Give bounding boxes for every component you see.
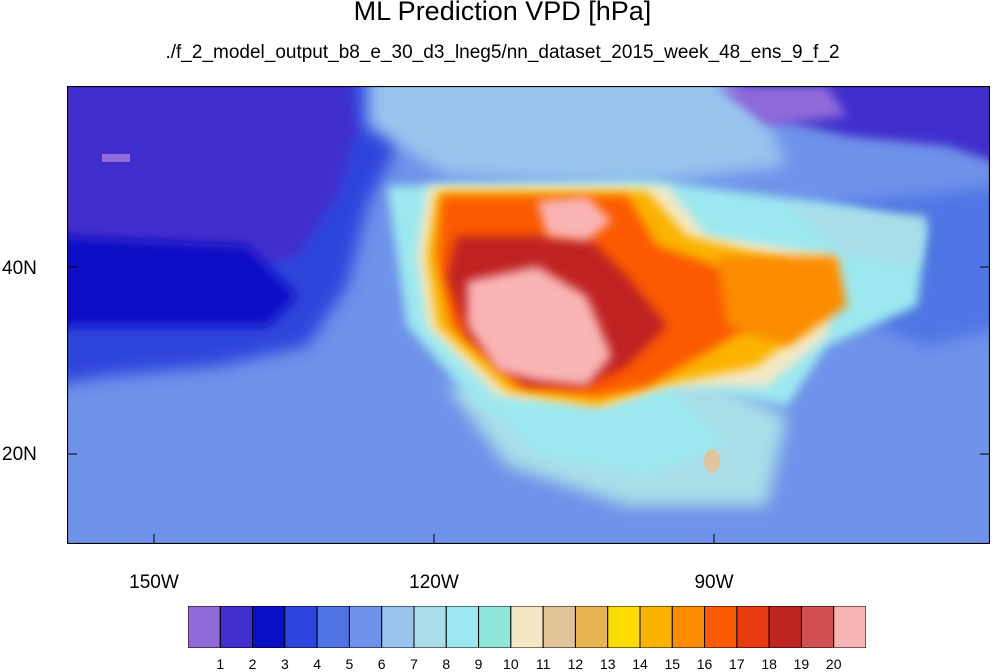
colorbar-tick-label: 2 bbox=[248, 656, 257, 672]
colorbar-swatch bbox=[574, 606, 609, 648]
map-subtitle: ./f_2_model_output_b8_e_30_d3_lneg5/nn_d… bbox=[165, 42, 840, 63]
colorbar-swatch bbox=[445, 606, 480, 648]
colorbar-tick-label: 8 bbox=[442, 656, 451, 672]
colorbar-swatch bbox=[800, 606, 835, 648]
colorbar-swatch bbox=[478, 606, 512, 648]
colorbar-tick-label: 6 bbox=[377, 656, 386, 672]
colorbar-tick-label: 13 bbox=[599, 656, 616, 672]
north-pacific-core-band bbox=[67, 86, 357, 291]
map-frame bbox=[67, 86, 990, 544]
colorbar-tick-label: 20 bbox=[825, 656, 842, 672]
gulf-tan-patch bbox=[704, 449, 720, 473]
colorbar-tick-label: 18 bbox=[761, 656, 777, 672]
northern-plains-pink-zone bbox=[537, 196, 612, 241]
vpd-map bbox=[67, 86, 990, 544]
colorbar-tick-label: 10 bbox=[503, 656, 519, 672]
pacific-mid-band bbox=[67, 237, 297, 326]
lat-label-20n: 20N bbox=[2, 444, 37, 465]
colorbar-swatch bbox=[510, 606, 544, 648]
colorbar-swatch bbox=[348, 606, 383, 648]
map-ticks bbox=[67, 266, 990, 544]
map-title: ML Prediction VPD [hPa] bbox=[353, 0, 652, 26]
colorbar-swatch bbox=[704, 606, 738, 648]
colorbar-swatch bbox=[542, 606, 576, 648]
colorbar-swatch bbox=[736, 606, 770, 648]
colorbar-tick-label: 1 bbox=[216, 656, 225, 672]
northeast-purple-patch bbox=[717, 86, 847, 126]
colorbar-tick-label: 4 bbox=[313, 656, 322, 672]
southeast-light-zone bbox=[787, 206, 927, 266]
colorbar-swatch bbox=[768, 606, 802, 648]
colorbar-swatch bbox=[413, 606, 447, 648]
colorbar-tick-label: 19 bbox=[793, 656, 810, 672]
colorbar-tick-label: 5 bbox=[345, 656, 354, 672]
colorbar-swatch bbox=[671, 606, 706, 648]
small-purple-patch bbox=[102, 154, 130, 162]
colorbar-swatch bbox=[607, 606, 641, 648]
colorbar-tick-label: 17 bbox=[729, 656, 745, 672]
colorbar-tick-label: 3 bbox=[280, 656, 289, 672]
colorbar-tick-label: 12 bbox=[567, 656, 584, 672]
colorbar-tick-label: 7 bbox=[410, 656, 418, 672]
colorbar-tick-label: 16 bbox=[696, 656, 713, 672]
lon-label-150w: 150W bbox=[129, 572, 179, 593]
colorbar bbox=[188, 606, 866, 648]
colorbar-tick-label: 14 bbox=[632, 656, 648, 672]
colorbar-tick-label: 15 bbox=[664, 656, 681, 672]
colorbar-swatch bbox=[833, 606, 866, 648]
colorbar-tick-label: 9 bbox=[474, 656, 483, 672]
colorbar-swatch bbox=[219, 606, 254, 648]
lon-label-120w: 120W bbox=[409, 572, 459, 593]
great-lakes-orange-zone bbox=[717, 256, 847, 346]
lon-label-90w: 90W bbox=[694, 572, 734, 593]
colorbar-swatch bbox=[316, 606, 350, 648]
arctic-light-band bbox=[367, 86, 787, 186]
colorbar-swatch bbox=[252, 606, 286, 648]
colorbar-swatch bbox=[284, 606, 318, 648]
lat-label-40n: 40N bbox=[2, 258, 37, 279]
colorbar-swatch bbox=[381, 606, 415, 648]
colorbar-swatch bbox=[188, 606, 221, 648]
colorbar-swatch bbox=[639, 606, 673, 648]
southwest-pink-zone bbox=[467, 266, 612, 386]
colorbar-tick-label: 11 bbox=[535, 656, 551, 672]
